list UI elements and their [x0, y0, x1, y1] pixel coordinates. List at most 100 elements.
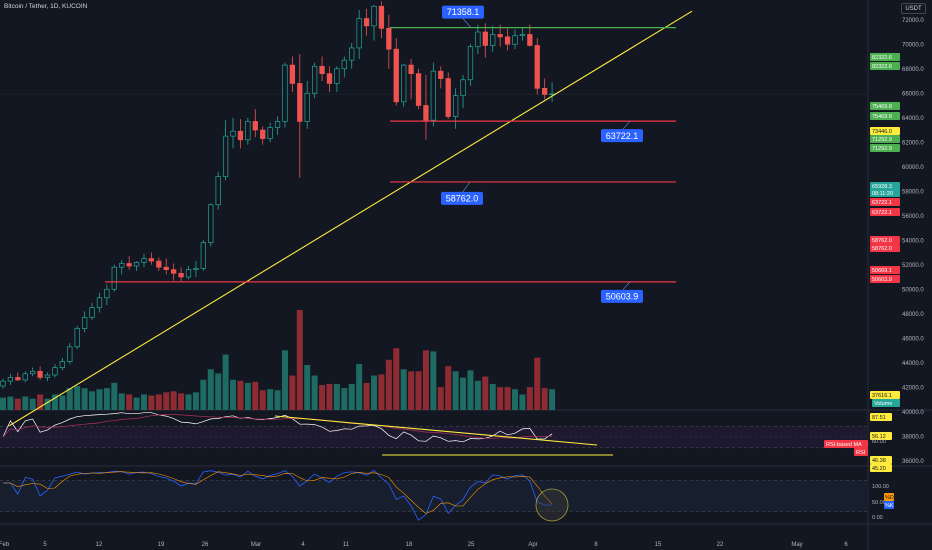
price-axis-badge-text: 71292.9: [872, 146, 892, 152]
currency-button[interactable]: USDT: [901, 3, 926, 14]
price-axis-tick-label: 58000.0: [902, 189, 924, 195]
candle-body: [230, 130, 236, 137]
volume-bar: [37, 394, 44, 410]
time-axis-label: 6: [844, 542, 848, 548]
candle-body: [163, 266, 169, 271]
rsi-axis-label: 45.20: [872, 466, 886, 472]
candle-body: [490, 34, 496, 46]
price-axis-badge-text: 75469.8: [872, 114, 892, 120]
candle-body: [208, 204, 214, 244]
candle-body: [534, 45, 540, 89]
candle-body: [401, 64, 407, 103]
level-label-box: [601, 289, 643, 303]
volume-bar: [511, 389, 518, 410]
candle-body: [185, 269, 192, 278]
volume-bar: [66, 388, 73, 410]
volume-bar: [445, 366, 452, 410]
volume-bar: [311, 375, 318, 410]
level-label-text: 50603.9: [606, 291, 639, 301]
candle-body: [408, 64, 414, 74]
level-label-text: 71358.1: [447, 7, 480, 17]
rsi-axis-label: 56.12: [872, 434, 886, 440]
time-axis-label: 22: [717, 542, 724, 548]
volume-bar: [296, 310, 303, 410]
volume-bar: [81, 388, 88, 410]
volume-bar: [200, 379, 207, 410]
volume-bar: [103, 388, 110, 410]
time-axis-label: 19: [158, 542, 165, 548]
volume-bar: [51, 394, 58, 410]
candle-body: [393, 48, 399, 103]
volume-bar: [333, 383, 340, 410]
rsi-ma-line: [2, 414, 553, 439]
volume-bar: [326, 383, 333, 410]
volume-bar: [504, 387, 511, 410]
price-axis-badge-text: 82322.6: [872, 64, 892, 70]
candle-body: [341, 59, 347, 70]
rsi-legend-badge: [824, 440, 868, 448]
volume-bar: [319, 385, 326, 410]
level-label-leader: [621, 120, 631, 131]
volume-bar: [148, 395, 155, 410]
time-axis-label: 18: [406, 542, 413, 548]
price-axis-tick-label: 50000.0: [902, 287, 924, 293]
candle-body: [171, 269, 177, 274]
candle-body: [237, 130, 244, 141]
price-axis-tick-label: 66000.0: [902, 91, 924, 97]
candle-body: [423, 105, 429, 121]
price-axis-badge-text: 73446.0: [872, 129, 892, 135]
price-axis-badge-text: 58762.0: [872, 238, 892, 244]
volume-bar: [163, 392, 170, 410]
time-axis-label: 15: [655, 542, 662, 548]
price-axis-badge: [870, 62, 900, 70]
level-label-box: [601, 129, 643, 143]
candle-body: [81, 317, 88, 329]
volume-bar: [111, 382, 118, 410]
candle-body: [52, 367, 58, 376]
price-axis-badge: [870, 144, 900, 152]
candle-body: [15, 377, 21, 381]
rsi-axis-badge: [870, 456, 892, 464]
candle-body: [104, 288, 110, 299]
volume-bar: [415, 371, 422, 410]
time-axis-label: 4: [301, 542, 305, 548]
time-axis-label: May: [791, 542, 802, 548]
price-axis-tick-label: 70000.0: [902, 42, 924, 48]
price-axis-tick-label: 64000.0: [902, 116, 924, 122]
candle-body: [326, 73, 333, 84]
price-axis-badge: [870, 127, 900, 135]
candle-body: [334, 68, 340, 84]
price-axis-badge-text: 08:11:20: [872, 191, 893, 197]
price-axis-badge-text: 50669.1: [872, 268, 892, 274]
level-label-text: 58762.0: [446, 194, 479, 204]
rsi-axis-badge: [870, 432, 892, 440]
volume-bar: [207, 369, 214, 410]
volume-bar: [541, 388, 548, 410]
volume-label-text: Volume: [874, 401, 892, 407]
volume-bar: [385, 359, 392, 410]
candle-body: [252, 121, 258, 131]
rsi-axis-label: 87.51: [872, 415, 886, 421]
level-label-leader: [462, 18, 472, 28]
price-axis-badge: [870, 244, 900, 252]
candle-body: [111, 266, 117, 290]
price-axis-badge: [870, 266, 900, 274]
rsi-legend-label: RSI-based MA: [826, 442, 862, 448]
candle-body: [482, 31, 488, 46]
volume-bar: [378, 374, 385, 410]
time-axis-label: 11: [343, 542, 350, 548]
volume-bar: [437, 387, 444, 410]
volume-bar: [14, 398, 21, 410]
stoch-axis-label: 100.00: [872, 484, 889, 490]
level-label-box: [442, 5, 484, 19]
candle-body: [289, 64, 296, 84]
candle-body: [527, 34, 533, 46]
price-axis-tick-label: 56000.0: [902, 214, 924, 220]
candle-body: [519, 34, 526, 37]
candle-body: [133, 261, 140, 267]
price-axis-tick-label: 42000.0: [902, 385, 924, 391]
candle-body: [7, 377, 14, 382]
candle-body: [438, 70, 444, 79]
candle-body: [274, 121, 281, 128]
